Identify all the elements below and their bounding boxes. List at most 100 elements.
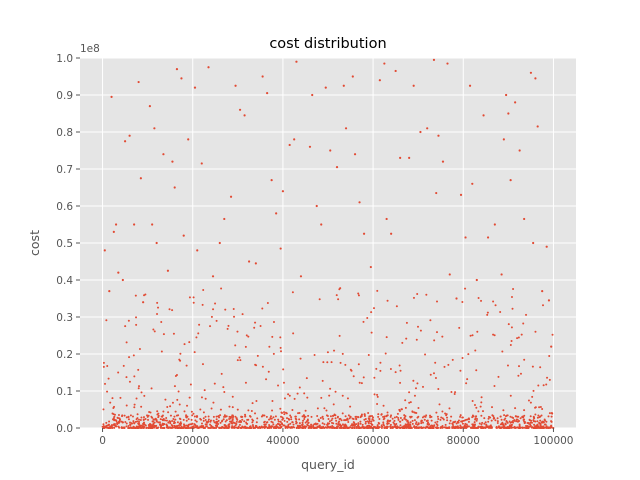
data-point <box>273 426 276 429</box>
data-point <box>233 422 236 425</box>
data-point <box>383 426 386 429</box>
data-point <box>443 426 446 429</box>
data-point <box>378 418 381 421</box>
data-point <box>252 426 255 429</box>
y-axis-ticks: 0.0 0.1 0.2 0.3 0.4 0.5 0.6 0.7 0.8 0.9 1.0 <box>56 53 80 435</box>
data-point <box>121 415 124 418</box>
data-point <box>189 383 192 386</box>
data-point <box>308 425 311 428</box>
data-point <box>153 330 156 333</box>
data-point <box>182 418 185 421</box>
data-point <box>245 422 248 425</box>
data-point <box>204 419 207 422</box>
data-point <box>297 412 300 415</box>
data-point <box>282 368 285 371</box>
data-point <box>373 376 376 379</box>
data-point <box>486 236 490 239</box>
data-point <box>169 405 172 408</box>
data-point <box>201 303 204 306</box>
data-point <box>459 369 462 372</box>
data-point <box>415 425 418 428</box>
data-point <box>233 315 236 318</box>
data-point <box>371 418 374 421</box>
data-point <box>545 420 548 423</box>
data-point <box>125 425 128 428</box>
data-point <box>212 401 215 404</box>
data-point <box>413 419 416 422</box>
data-point <box>107 423 110 426</box>
data-point <box>486 311 489 314</box>
data-point <box>331 414 334 417</box>
x-axis-ticks: 0 20000 40000 60000 80000 100000 <box>99 428 574 447</box>
data-point <box>213 382 216 385</box>
data-point <box>279 336 282 339</box>
data-point <box>423 418 426 421</box>
data-point <box>296 392 299 395</box>
data-point <box>474 418 477 421</box>
data-point <box>322 417 325 420</box>
data-point <box>273 418 276 421</box>
data-point <box>405 418 408 421</box>
data-point <box>215 415 218 418</box>
data-point <box>236 330 239 333</box>
x-tick-label: 80000 <box>447 435 480 447</box>
data-point <box>430 419 433 422</box>
data-point <box>202 417 205 420</box>
data-point <box>386 422 389 425</box>
data-point <box>119 396 122 399</box>
data-point <box>337 421 340 424</box>
data-point <box>138 420 141 423</box>
data-point <box>355 415 358 418</box>
data-point <box>166 269 170 272</box>
data-point <box>411 422 414 425</box>
data-point <box>474 349 477 352</box>
data-point <box>241 425 244 428</box>
data-point <box>451 358 454 361</box>
data-point <box>121 278 124 282</box>
data-point <box>330 361 333 364</box>
data-point <box>148 426 151 429</box>
data-point <box>414 422 417 425</box>
data-point <box>271 421 274 424</box>
data-point <box>265 421 268 424</box>
data-point <box>546 376 549 379</box>
data-point <box>117 413 120 416</box>
data-point <box>158 421 161 424</box>
data-point <box>550 345 553 348</box>
data-point <box>439 418 442 421</box>
data-point <box>355 426 358 429</box>
data-point <box>287 393 290 396</box>
data-point <box>129 414 132 417</box>
data-point <box>125 416 128 419</box>
data-point <box>137 80 140 84</box>
data-point <box>155 420 158 423</box>
data-point <box>146 415 149 418</box>
data-point <box>339 287 342 290</box>
data-point <box>275 426 278 429</box>
data-point <box>109 401 112 404</box>
data-point <box>523 420 526 423</box>
data-point <box>347 421 350 424</box>
y-tick-label: 0.5 <box>56 238 73 250</box>
data-point <box>183 425 186 428</box>
data-point <box>310 423 313 426</box>
data-point <box>254 412 257 415</box>
data-point <box>274 425 277 428</box>
data-point <box>504 427 507 429</box>
data-point <box>458 326 461 329</box>
data-point <box>261 75 264 78</box>
data-point <box>417 415 420 418</box>
data-point <box>436 420 439 423</box>
data-point <box>542 384 545 387</box>
data-point <box>212 308 215 311</box>
data-point <box>477 425 480 428</box>
data-point <box>396 412 399 415</box>
data-point <box>323 423 326 426</box>
data-point <box>373 393 376 396</box>
data-point <box>399 424 402 427</box>
data-point <box>103 249 106 252</box>
data-point <box>118 419 121 422</box>
data-point <box>215 425 218 428</box>
data-point <box>536 125 539 128</box>
data-point <box>226 327 229 330</box>
